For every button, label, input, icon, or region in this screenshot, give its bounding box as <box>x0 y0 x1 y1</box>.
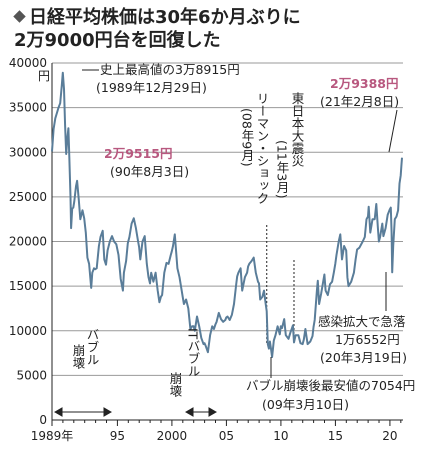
it-bubble-period-line1: ITバブル <box>186 328 201 377</box>
chart-title-line-2: 2万9000円台を回復した <box>14 30 221 51</box>
y2021-label: 2万9388円 <box>330 76 399 91</box>
y-tick-label-15000: 15000 <box>9 279 47 293</box>
chart-title-line-1: 日経平均株価は30年6か月ぶりに <box>13 6 301 29</box>
y-tick-label-40000: 40000 <box>9 56 47 70</box>
x-axis: 1989年 95 2000 05 10 15 20 <box>31 420 402 443</box>
y1990-date: (90年8月3日) <box>110 164 189 179</box>
lehman-line1: リーマン・ショック <box>255 92 270 205</box>
title-block: 日経平均株価は30年6か月ぶりに 2万9000円台を回復した <box>13 6 301 52</box>
lehman-line2: (08年9月) <box>240 108 255 167</box>
x-tick-label-2015: 15 <box>328 429 343 443</box>
x-tick-label-1995: 95 <box>110 429 125 443</box>
x-tick-label-2010: 10 <box>273 429 288 443</box>
bubble-low-label: バブル崩壊後最安値の7054円 <box>246 378 415 393</box>
y-axis: 円 0 5000 10000 15000 20000 25000 30000 35000 400… <box>9 56 53 427</box>
y2021-date: (21年2月8日) <box>320 94 399 109</box>
y1990-label: 2万9515円 <box>104 146 173 161</box>
bubble-period-line2: 崩壊 <box>71 344 86 370</box>
y-tick-label-30000: 30000 <box>9 145 47 159</box>
covid-date: (20年3月19日) <box>320 350 407 365</box>
covid-line2: 1万6552円 <box>335 332 400 347</box>
quake-line2: (11年3月) <box>275 140 290 199</box>
it-bubble-period-arrow <box>184 407 218 417</box>
x-tick-label-1989: 1989年 <box>31 429 74 443</box>
y-tick-label-25000: 25000 <box>9 190 47 204</box>
x-tick-label-2005: 05 <box>219 429 234 443</box>
y2021-leader-line <box>388 109 398 153</box>
x-tick-label-2020: 20 <box>382 429 397 443</box>
bubble-period-arrow <box>53 407 113 417</box>
peak-date: (1989年12月29日) <box>96 80 207 95</box>
bubble-low-date: (09年3月10日) <box>262 397 349 412</box>
it-bubble-period-line2: 崩壊 <box>168 372 183 398</box>
quake-line1: 東日本大震災 <box>290 92 305 167</box>
grid-lines <box>52 62 403 421</box>
annotations: 史上最高値の3万8915円 (1989年12月29日) 2万9515円 (90年… <box>53 62 415 417</box>
y-tick-label-5000: 5000 <box>16 368 47 382</box>
peak-label: 史上最高値の3万8915円 <box>100 62 240 77</box>
y-tick-label-0: 0 <box>39 413 47 427</box>
x-tick-label-2000: 2000 <box>157 429 188 443</box>
y-tick-label-10000: 10000 <box>9 324 47 338</box>
y-tick-label-35000: 35000 <box>9 101 47 115</box>
bubble-period-line1: バブル <box>85 328 100 366</box>
chart-title-text-1: 日経平均株価は30年6か月ぶりに <box>29 7 301 28</box>
y-unit-label: 円 <box>38 69 50 83</box>
y-tick-label-20000: 20000 <box>9 235 47 249</box>
covid-line1: 感染拡大で急落 <box>318 314 406 329</box>
nikkei-series-line <box>51 71 403 358</box>
